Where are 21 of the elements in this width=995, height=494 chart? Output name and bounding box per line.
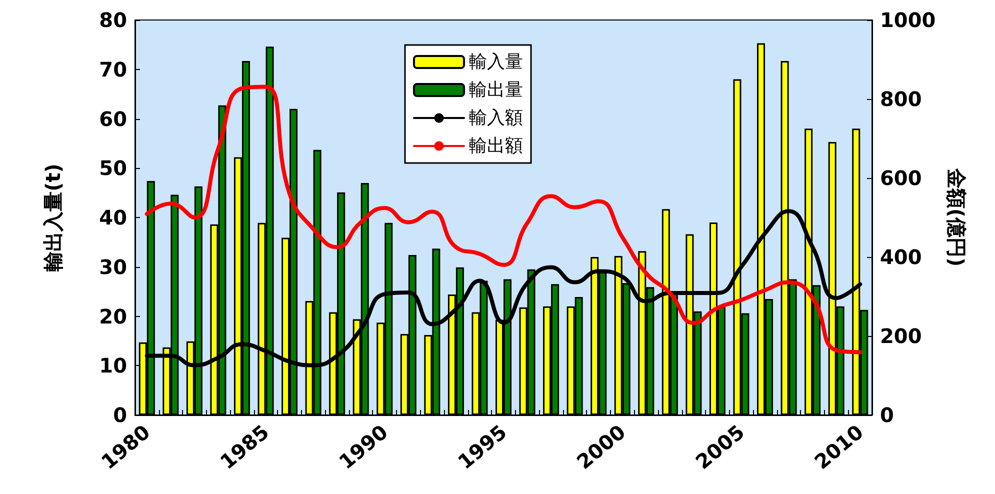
y2-tick-label: 800: [880, 87, 922, 111]
y2-tick-label: 600: [880, 166, 922, 190]
y2-axis-title: 金額(億円): [944, 167, 969, 267]
y-tick-label: 0: [113, 403, 127, 427]
y2-tick-label: 0: [880, 403, 894, 427]
y-tick-label: 40: [99, 206, 127, 230]
legend-label: 輸出額: [469, 136, 523, 156]
y-tick-label: 50: [99, 156, 127, 180]
y-axis-title: 輸出入量(t): [41, 164, 65, 272]
y-tick-label: 30: [99, 254, 127, 279]
y-tick-label: 20: [99, 304, 127, 328]
y2-tick-label: 200: [880, 324, 922, 348]
y-tick-label: 10: [99, 354, 127, 378]
y-tick-label: 70: [99, 57, 127, 82]
legend-label: 輸入額: [469, 108, 523, 128]
y2-tick-label: 400: [880, 245, 922, 269]
y2-tick-label: 1000: [880, 8, 936, 32]
legend-label: 輸出量: [469, 80, 523, 100]
y-tick-label: 80: [99, 8, 127, 32]
y-tick-label: 60: [99, 106, 127, 131]
legend-label: 輸入量: [469, 52, 523, 72]
